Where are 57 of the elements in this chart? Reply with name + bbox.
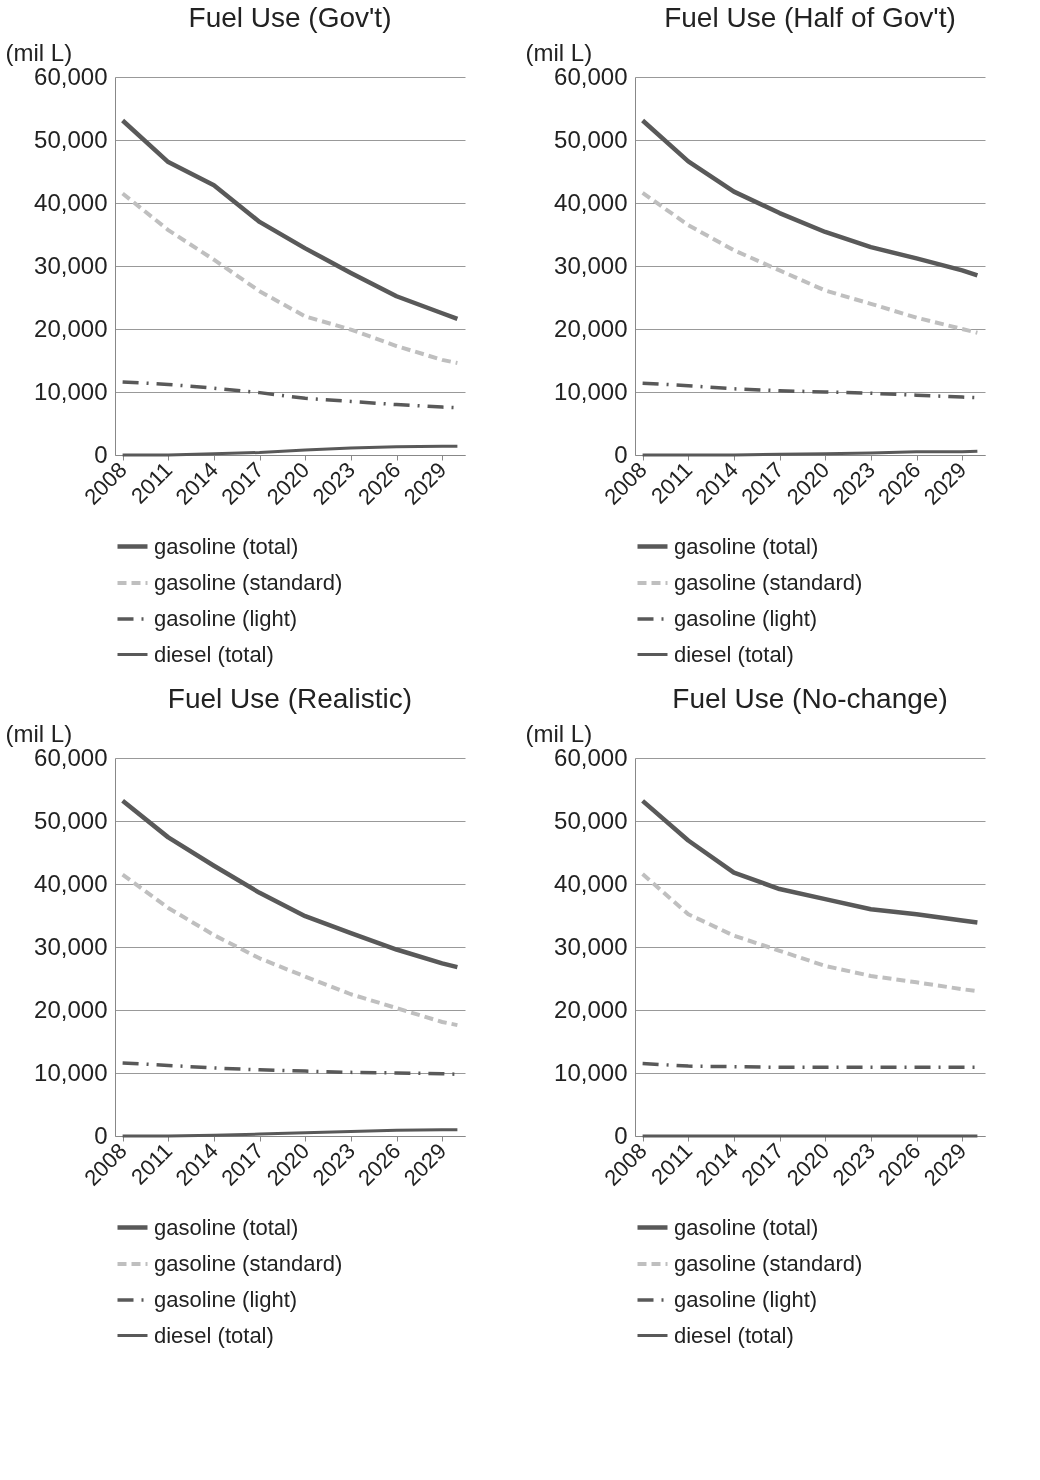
chart-title: Fuel Use (Gov't) — [188, 2, 392, 33]
y-axis-title: (mil L) — [5, 38, 73, 66]
legend-label: gasoline (light) — [674, 1287, 818, 1312]
y-tick-label: 10,000 — [34, 1058, 108, 1086]
y-tick-label: 30,000 — [34, 932, 108, 960]
y-tick-label: 40,000 — [34, 188, 108, 216]
legend-label: diesel (total) — [674, 641, 794, 667]
y-tick-label: 0 — [94, 1121, 108, 1149]
legend-label: gasoline (total) — [674, 1214, 819, 1240]
y-tick-label: 30,000 — [34, 251, 108, 279]
legend-label: gasoline (light) — [154, 606, 298, 631]
legend-label: gasoline (standard) — [154, 570, 343, 595]
y-tick-label: 10,000 — [34, 377, 108, 405]
y-tick-label: 0 — [614, 440, 628, 468]
line-series — [640, 118, 980, 278]
legend-label: gasoline (light) — [154, 1287, 298, 1312]
y-tick-label: 50,000 — [554, 125, 628, 153]
legend-label: gasoline (total) — [674, 533, 819, 559]
y-tick-label: 40,000 — [554, 188, 628, 216]
legend-label: gasoline (standard) — [674, 570, 863, 595]
legend-label: gasoline (light) — [674, 606, 818, 631]
y-tick-label: 30,000 — [554, 932, 628, 960]
y-tick-label: 0 — [94, 440, 108, 468]
chart-title: Fuel Use (No-change) — [672, 683, 948, 714]
legend-label: diesel (total) — [154, 1322, 274, 1348]
line-series — [120, 191, 460, 366]
y-axis-title: (mil L) — [5, 719, 73, 747]
y-tick-label: 30,000 — [554, 251, 628, 279]
legend-label: diesel (total) — [154, 641, 274, 667]
chart-title: Fuel Use (Realistic) — [167, 683, 413, 714]
chart-title: Fuel Use (Half of Gov't) — [664, 2, 956, 33]
y-tick-label: 50,000 — [554, 806, 628, 834]
y-tick-label: 20,000 — [554, 314, 628, 342]
legend-label: diesel (total) — [674, 1322, 794, 1348]
y-tick-label: 10,000 — [554, 1058, 628, 1086]
y-tick-label: 50,000 — [34, 806, 108, 834]
y-tick-label: 20,000 — [554, 995, 628, 1023]
line-series — [120, 118, 460, 322]
line-series — [120, 872, 460, 1028]
y-tick-label: 20,000 — [34, 314, 108, 342]
line-series — [120, 798, 460, 970]
y-axis-title: (mil L) — [525, 719, 593, 747]
y-tick-label: 20,000 — [34, 995, 108, 1023]
legend-label: gasoline (standard) — [674, 1251, 863, 1276]
legend-label: gasoline (standard) — [154, 1251, 343, 1276]
y-tick-label: 40,000 — [34, 869, 108, 897]
legend-label: gasoline (total) — [154, 1214, 299, 1240]
line-series — [121, 444, 459, 457]
y-tick-label: 0 — [614, 1121, 628, 1149]
y-tick-label: 10,000 — [554, 377, 628, 405]
line-series — [640, 190, 980, 335]
line-series — [121, 1128, 459, 1138]
line-series — [640, 798, 980, 925]
legend-label: gasoline (total) — [154, 533, 299, 559]
y-tick-label: 40,000 — [554, 869, 628, 897]
y-tick-label: 50,000 — [34, 125, 108, 153]
y-axis-title: (mil L) — [525, 38, 593, 66]
